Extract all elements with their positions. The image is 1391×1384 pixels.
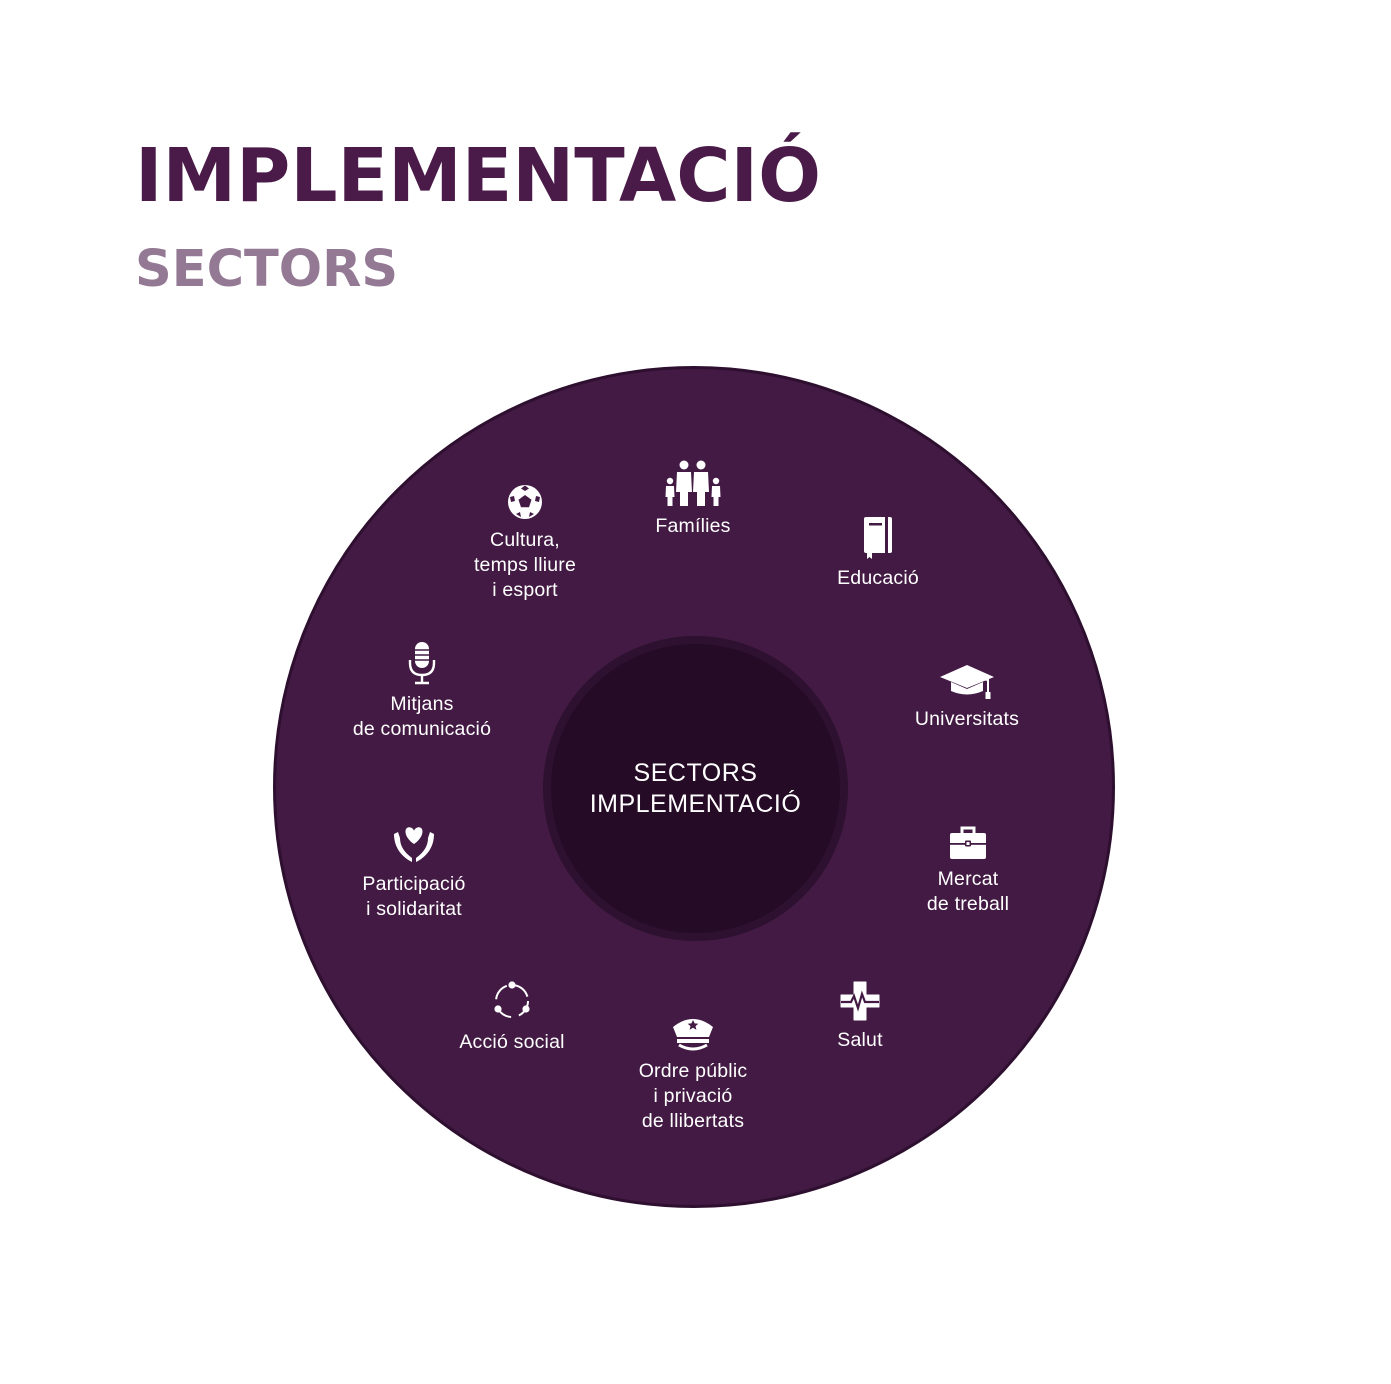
sector-label: Mitjans de comunicació: [352, 693, 492, 740]
hands-heart-icon: [394, 827, 434, 862]
sector-label: Acció social: [459, 1031, 565, 1053]
center-label-line2: IMPLEMENTACIÓ: [589, 789, 802, 818]
cycle-arrows-icon: [494, 981, 530, 1018]
graduation-cap-icon: [940, 665, 994, 699]
sector-label: Educació: [837, 567, 919, 589]
sector-label: Ordre públic i privació de llibertats: [638, 1060, 748, 1132]
family-icon: [665, 460, 721, 506]
sector-participacio: Participació i solidaritat: [304, 820, 524, 922]
sector-label: Universitats: [914, 708, 1020, 730]
sector-label: Salut: [837, 1029, 883, 1051]
page-title: IMPLEMENTACIÓ: [135, 133, 821, 219]
sector-ordre-public: Ordre públic i privació de llibertats: [583, 1013, 803, 1134]
sector-mercat-treball: Mercat de treball: [858, 825, 1078, 917]
sector-label: Participació i solidaritat: [362, 873, 466, 920]
sector-label: Cultura, temps lliure i esport: [473, 529, 577, 601]
notebook-icon: [864, 517, 892, 559]
sector-cultura: Cultura, temps lliure i esport: [415, 482, 635, 603]
microphone-icon: [408, 642, 436, 685]
sector-label: Famílies: [655, 515, 731, 537]
police-cap-icon: [673, 1019, 713, 1051]
sector-label: Mercat de treball: [926, 868, 1010, 915]
health-cross-icon: [840, 981, 880, 1021]
center-hub: SECTORS IMPLEMENTACIÓ: [543, 636, 848, 941]
sector-salut: Salut: [750, 980, 970, 1053]
briefcase-icon: [950, 826, 986, 859]
soccer-ball-icon: [508, 485, 542, 519]
sector-universitats: Universitats: [857, 663, 1077, 732]
center-label-line1: SECTORS: [633, 758, 758, 787]
sector-accio-social: Acció social: [402, 978, 622, 1055]
page-subtitle: SECTORS: [135, 240, 399, 299]
sector-educacio: Educació: [768, 516, 988, 591]
sector-mitjans: Mitjans de comunicació: [312, 640, 532, 742]
sector-families: Famílies: [583, 460, 803, 539]
